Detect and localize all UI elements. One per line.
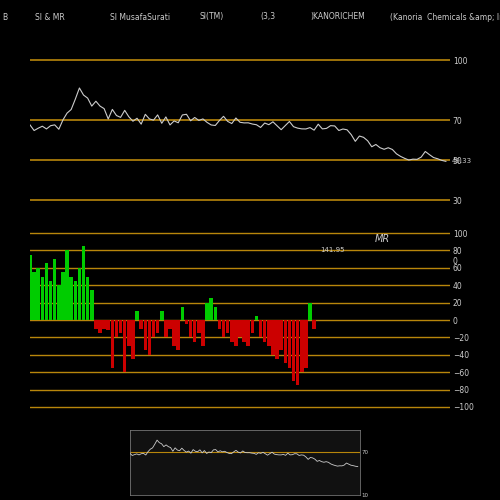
Bar <box>259 320 262 338</box>
Bar <box>280 320 283 350</box>
Bar <box>222 320 226 338</box>
Bar <box>201 320 204 346</box>
Bar <box>94 320 98 328</box>
Text: SI(TM): SI(TM) <box>200 12 224 22</box>
Bar <box>197 320 200 333</box>
Bar <box>160 312 164 320</box>
Text: (3,3: (3,3 <box>260 12 275 22</box>
Bar <box>254 316 258 320</box>
Bar <box>184 320 188 324</box>
Bar <box>271 320 274 355</box>
Bar <box>276 320 279 359</box>
Bar <box>250 320 254 333</box>
Bar <box>292 320 296 381</box>
Bar <box>57 285 60 320</box>
Bar <box>66 250 69 320</box>
Bar <box>312 320 316 328</box>
Bar <box>44 264 48 320</box>
Bar <box>206 302 209 320</box>
Bar <box>74 281 77 320</box>
Bar <box>246 320 250 346</box>
Bar <box>189 320 192 338</box>
Bar <box>288 320 291 368</box>
Bar <box>308 302 312 320</box>
Bar <box>242 320 246 342</box>
Bar <box>156 320 160 333</box>
Bar <box>234 320 237 346</box>
Bar <box>114 320 118 338</box>
Bar <box>263 320 266 342</box>
Bar <box>32 272 36 320</box>
Bar <box>40 276 44 320</box>
Bar <box>148 320 151 355</box>
Bar <box>49 281 52 320</box>
Bar <box>123 320 126 372</box>
Bar <box>226 320 230 333</box>
Bar <box>98 320 102 333</box>
Text: )KANORICHEM: )KANORICHEM <box>310 12 365 22</box>
Bar <box>110 320 114 368</box>
Text: 141.95: 141.95 <box>320 248 345 254</box>
Bar <box>267 320 270 346</box>
Bar <box>304 320 308 368</box>
Bar <box>144 320 147 350</box>
Text: 49.33: 49.33 <box>452 158 472 164</box>
Bar <box>168 320 172 328</box>
Bar <box>106 320 110 330</box>
Bar <box>214 307 217 320</box>
Bar <box>53 259 56 320</box>
Bar <box>61 272 64 320</box>
Bar <box>131 320 134 359</box>
Bar <box>176 320 180 350</box>
Bar <box>28 255 32 320</box>
Bar <box>210 298 213 320</box>
Text: SI & MR: SI & MR <box>35 12 65 22</box>
Bar <box>140 320 143 328</box>
Bar <box>102 320 106 328</box>
Text: (Kanoria  Chemicals &amp; In: (Kanoria Chemicals &amp; In <box>390 12 500 22</box>
Bar <box>218 320 221 328</box>
Text: SI MusafaSurati: SI MusafaSurati <box>110 12 170 22</box>
Bar <box>284 320 287 364</box>
Text: MR: MR <box>374 234 390 244</box>
Bar <box>164 320 168 338</box>
Bar <box>78 268 81 320</box>
Bar <box>119 320 122 333</box>
Bar <box>70 276 73 320</box>
Bar <box>238 320 242 338</box>
Bar <box>180 307 184 320</box>
Text: B: B <box>2 12 7 22</box>
Bar <box>36 268 40 320</box>
Bar <box>230 320 234 342</box>
Bar <box>152 320 156 338</box>
Bar <box>172 320 176 346</box>
Bar <box>86 276 90 320</box>
Bar <box>90 290 94 320</box>
Bar <box>127 320 130 346</box>
Bar <box>193 320 196 342</box>
Bar <box>136 312 139 320</box>
Bar <box>300 320 304 372</box>
Bar <box>296 320 300 385</box>
Bar <box>82 246 86 320</box>
